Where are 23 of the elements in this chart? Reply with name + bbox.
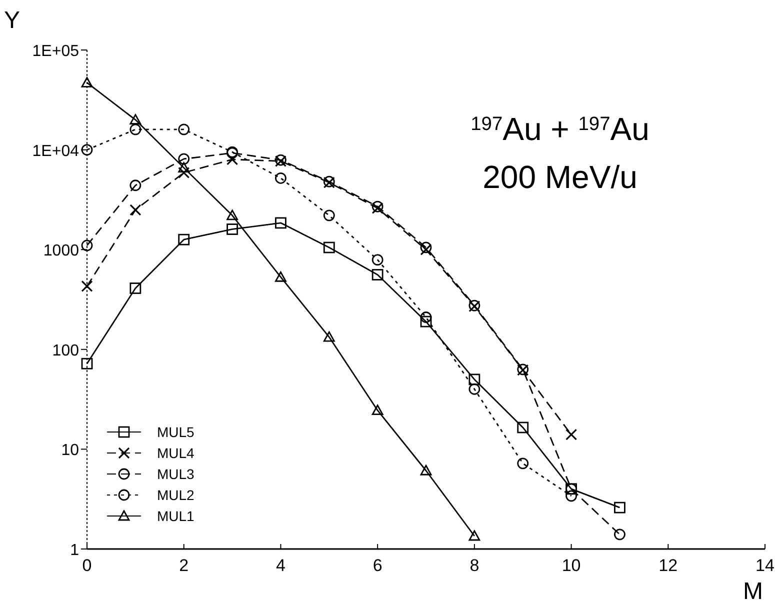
annotation: $^{197}$Au + $^{197}$Au (470, 111, 650, 147)
x-tick-label: 4 (276, 556, 286, 575)
legend-label: MUL4 (157, 445, 195, 461)
y-tick-label: 10 (61, 442, 80, 460)
y-tick-label: 1000 (43, 242, 80, 260)
legend-label: MUL1 (157, 508, 195, 524)
y-tick-label: 1E+05 (32, 43, 80, 60)
x-tick-label: 0 (82, 556, 92, 575)
y-tick-label: 1 (70, 542, 80, 559)
x-axis-title: M (743, 578, 763, 605)
x-tick-label: 6 (372, 556, 382, 575)
x-tick-label: 10 (562, 556, 581, 575)
y-tick-label: 1E+04 (32, 142, 80, 160)
legend-label: MUL3 (157, 466, 195, 482)
x-tick-label: 14 (756, 556, 774, 575)
x-tick-label: 12 (658, 556, 678, 575)
x-tick-label: 8 (470, 556, 480, 575)
y-axis-title: Y (4, 7, 20, 34)
legend-label: MUL5 (157, 424, 195, 440)
y-tick-label: 100 (52, 342, 80, 360)
x-tick-label: 2 (179, 556, 189, 575)
legend-label: MUL2 (157, 487, 195, 503)
annotation: 200 MeV/u (482, 159, 638, 195)
